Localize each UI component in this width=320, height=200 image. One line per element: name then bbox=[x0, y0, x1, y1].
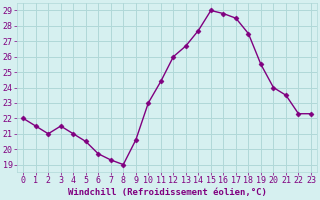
X-axis label: Windchill (Refroidissement éolien,°C): Windchill (Refroidissement éolien,°C) bbox=[68, 188, 267, 197]
